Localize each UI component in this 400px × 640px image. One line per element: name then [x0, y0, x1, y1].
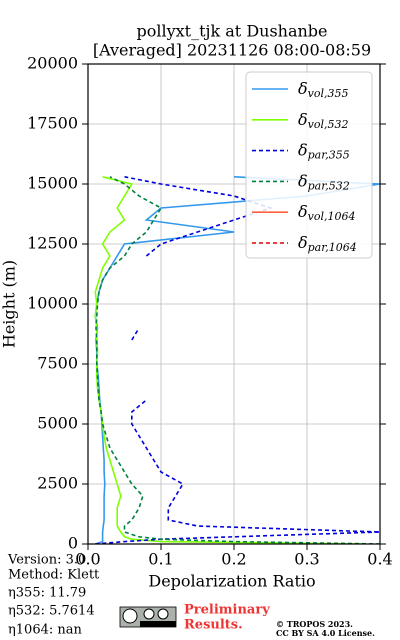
note: Method: Klett [8, 568, 100, 583]
x-axis-label: Depolarization Ratio [148, 572, 315, 591]
lines [94, 176, 380, 544]
y-tick-label: 10000 [27, 294, 78, 313]
cc-logo [119, 606, 177, 628]
series-line [95, 176, 380, 544]
note: Version: 3.0 [7, 553, 86, 568]
x-tick-label: 0.0 [75, 550, 100, 569]
y-tick-label: 20000 [27, 54, 78, 73]
y-tick-label: 2500 [37, 474, 78, 493]
x-tick-label: 0.2 [221, 550, 246, 569]
preliminary-text: Preliminary [184, 603, 270, 618]
note: η355: 11.79 [8, 586, 86, 601]
chart-subtitle: [Averaged] 20231126 08:00-08:59 [93, 41, 371, 60]
legend-label: δpar,532 [298, 171, 350, 193]
chart-title: pollyxt_tjk at Dushanbe [136, 22, 327, 41]
y-tick-label: 5000 [37, 414, 78, 433]
legend: δvol,355 δvol,532 δpar,355 δpar,532 δvol,106… [252, 79, 357, 255]
copyright: © TROPOS 2023. [276, 619, 353, 629]
note: η532: 5.7614 [8, 604, 95, 619]
preliminary-text: Results. [184, 618, 243, 633]
y-tick-label: 7500 [37, 354, 78, 373]
y-tick-label: 17500 [27, 114, 78, 133]
x-tick-label: 0.1 [148, 550, 173, 569]
x-tick-label: 0.4 [367, 550, 392, 569]
y-tick-label: 12500 [27, 234, 78, 253]
legend-label: δvol,1064 [298, 202, 356, 224]
plot-frame [87, 63, 381, 545]
notes: Version: 3.0 Method: Klett η355: 11.79 η… [7, 553, 100, 638]
legend-label: δpar,355 [298, 140, 350, 162]
legend-label: δvol,355 [298, 79, 349, 101]
series-line [94, 176, 366, 544]
y-tick-label: 0 [68, 534, 78, 553]
copyright: CC BY SA 4.0 License. [276, 628, 375, 638]
series-line [94, 176, 380, 544]
x-tick-label: 0.3 [294, 550, 319, 569]
note: η1064: nan [8, 623, 83, 638]
legend-label: δpar,1064 [298, 233, 357, 255]
y-tick-label: 15000 [27, 174, 78, 193]
legend-label: δvol,532 [298, 109, 349, 131]
y-axis-label: Height (m) [0, 260, 19, 348]
